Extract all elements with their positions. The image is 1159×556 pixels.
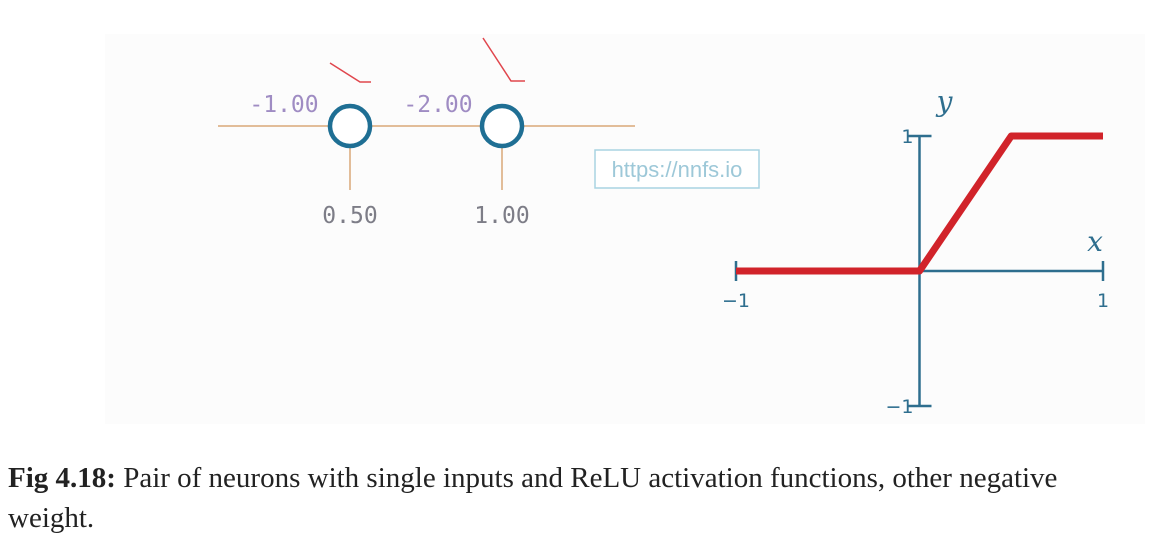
watermark-box	[594, 149, 760, 189]
neuron-1	[327, 103, 373, 149]
weight-label-2: -2.00	[403, 92, 472, 118]
figure-caption: Fig 4.18: Pair of neurons with single in…	[8, 458, 1148, 538]
figure-panel: -1.00 -2.00 0.50 1.00 https://nnfs.io −1…	[105, 34, 1145, 424]
relu-series-line	[736, 132, 1103, 275]
caption-label: Fig 4.18:	[8, 462, 116, 494]
weight-tick-1	[329, 62, 371, 83]
x-axis-label: x	[1087, 225, 1103, 258]
figure-canvas: -1.00 -2.00 0.50 1.00 https://nnfs.io −1…	[218, 37, 1109, 418]
watermark: https://nnfs.io	[594, 149, 760, 189]
y-tick-label-neg-one: −1	[885, 396, 913, 418]
y-axis-label: y	[935, 85, 954, 118]
caption-text: Pair of neurons with single inputs and R…	[8, 462, 1058, 534]
y-tick-label-pos-one: 1	[901, 126, 913, 148]
x-tick-label-neg-one: −1	[722, 290, 750, 312]
neuron-network-diagram: -1.00 -2.00 0.50 1.00	[218, 37, 635, 229]
watermark-text: https://nnfs.io	[612, 157, 743, 182]
bias-label-1: 0.50	[322, 203, 377, 229]
neuron-2	[479, 103, 525, 149]
x-tick-label-pos-one: 1	[1097, 290, 1109, 312]
weight-tick-2	[482, 37, 525, 82]
relu-plot: −1 1 1 −1 x y	[722, 85, 1109, 418]
weight-label-1: -1.00	[249, 92, 318, 118]
bias-label-2: 1.00	[474, 203, 529, 229]
